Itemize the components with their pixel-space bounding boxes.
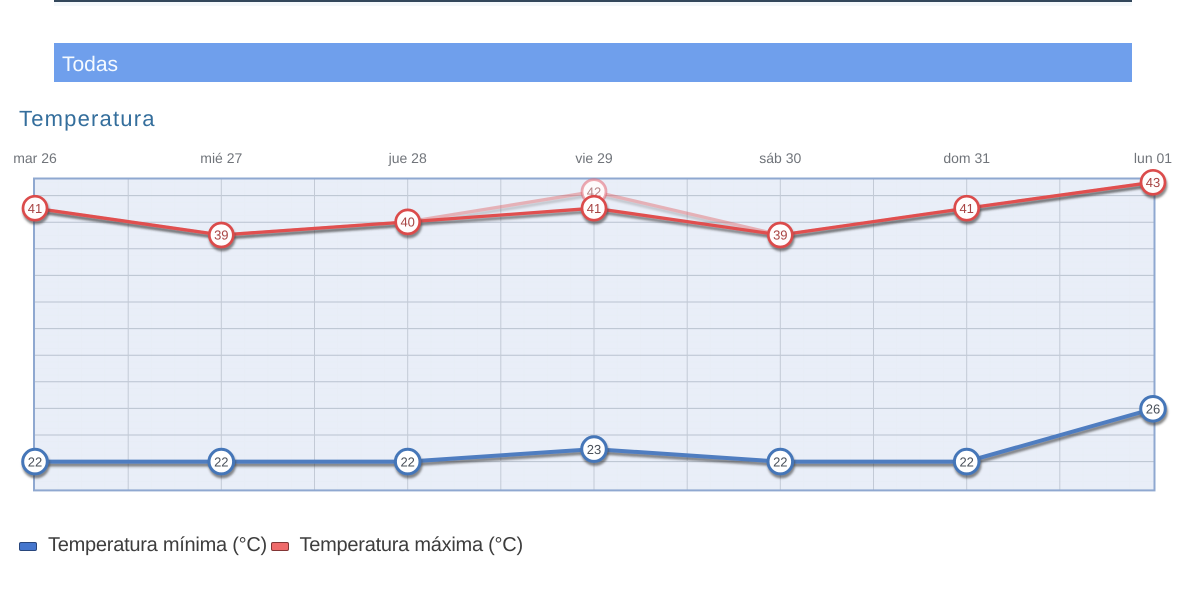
svg-text:39: 39 — [773, 228, 787, 243]
svg-text:dom 31: dom 31 — [943, 150, 990, 166]
svg-text:26: 26 — [1146, 402, 1160, 417]
svg-text:jue 28: jue 28 — [388, 150, 427, 166]
svg-text:23: 23 — [587, 442, 601, 457]
svg-text:22: 22 — [400, 454, 414, 469]
svg-text:mar 26: mar 26 — [13, 150, 57, 166]
svg-text:mié 27: mié 27 — [200, 150, 242, 166]
svg-text:40: 40 — [400, 215, 414, 230]
svg-text:39: 39 — [214, 228, 228, 243]
svg-text:22: 22 — [28, 454, 42, 469]
svg-text:vie 29: vie 29 — [575, 150, 613, 166]
svg-text:22: 22 — [214, 454, 228, 469]
svg-text:22: 22 — [959, 454, 973, 469]
svg-text:lun 01: lun 01 — [1134, 150, 1172, 166]
svg-text:43: 43 — [1146, 175, 1160, 190]
svg-text:41: 41 — [28, 201, 42, 216]
svg-text:41: 41 — [959, 201, 973, 216]
svg-text:41: 41 — [587, 201, 601, 216]
svg-text:22: 22 — [773, 454, 787, 469]
svg-text:sáb 30: sáb 30 — [759, 150, 801, 166]
